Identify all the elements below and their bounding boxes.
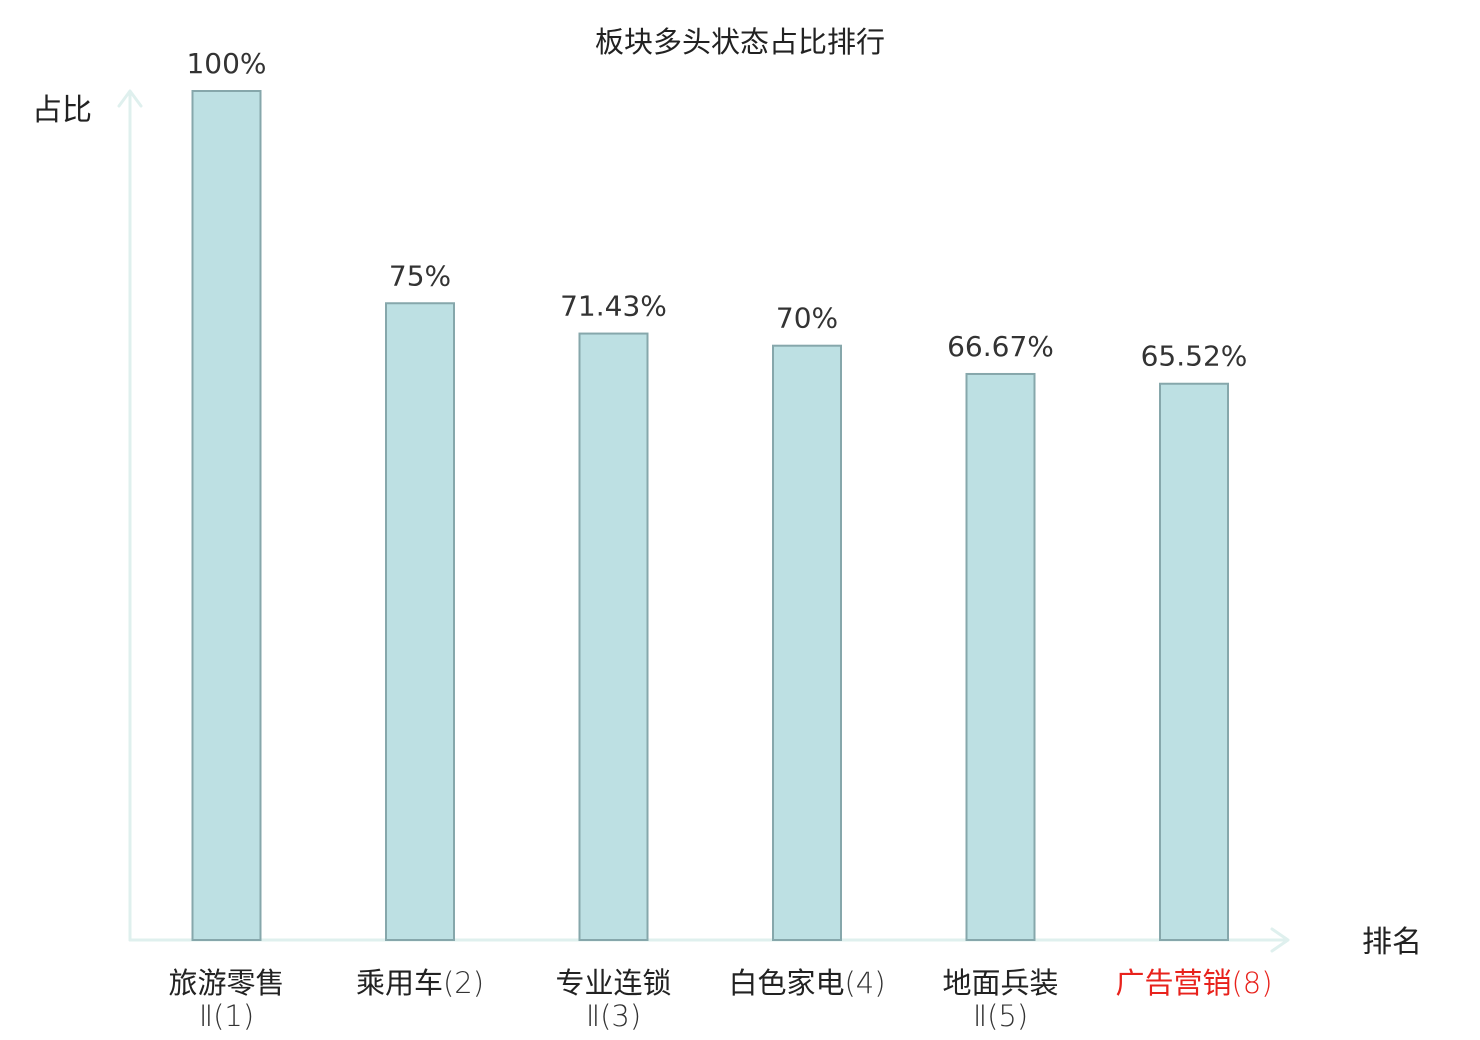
category-name: 旅游零售 (168, 966, 284, 1000)
category-label: 乘用车(2) (356, 966, 484, 1000)
category-name: 广告营销 (1115, 966, 1231, 1000)
category-label: 广告营销(8) (1115, 966, 1272, 1000)
bar (191, 90, 262, 941)
category-label: 旅游零售 Ⅱ(1) (168, 966, 284, 1033)
chart-title: 板块多头状态占比排行 (595, 25, 885, 59)
value-label: 70% (776, 302, 838, 335)
category-rank: (2) (443, 966, 484, 1000)
category-rank: (8) (1231, 966, 1272, 1000)
category-name: 地面兵装 (942, 966, 1058, 1000)
category-label: 专业连锁 Ⅱ(3) (555, 966, 671, 1033)
category-labels: 旅游零售 Ⅱ(1) 乘用车(2) 专业连锁 Ⅱ(3) 白色家电(4) 地面兵装 Ⅱ(5) 广告营… (168, 966, 1272, 1033)
category-rank: Ⅱ(5) (973, 999, 1028, 1033)
category-name: 专业连锁 (555, 966, 671, 1000)
value-label: 65.52% (1141, 340, 1248, 373)
category-rank: Ⅱ(3) (586, 999, 641, 1033)
value-labels: 100% 75% 71.43% 70% 66.67% 65.52% (186, 47, 1247, 373)
bar (772, 344, 842, 941)
value-label: 71.43% (560, 290, 667, 323)
bar (965, 372, 1036, 942)
x-axis-label: 排名 (1362, 925, 1422, 960)
value-label: 100% (186, 47, 266, 80)
y-axis (117, 89, 143, 942)
category-rank: (4) (844, 966, 885, 1000)
category-label: 白色家电(4) (728, 966, 885, 1000)
category-name: 乘用车 (356, 966, 443, 1000)
bar (578, 332, 649, 941)
value-label: 75% (389, 259, 451, 292)
y-axis-label: 占比 (32, 93, 92, 128)
category-name: 白色家电 (728, 966, 844, 1000)
category-label: 地面兵装 Ⅱ(5) (942, 966, 1058, 1033)
bars (191, 90, 1229, 942)
value-label: 66.67% (947, 330, 1054, 363)
category-rank: Ⅱ(1) (199, 999, 254, 1033)
bar (1159, 382, 1229, 941)
x-axis (128, 927, 1290, 953)
bar (385, 302, 455, 941)
